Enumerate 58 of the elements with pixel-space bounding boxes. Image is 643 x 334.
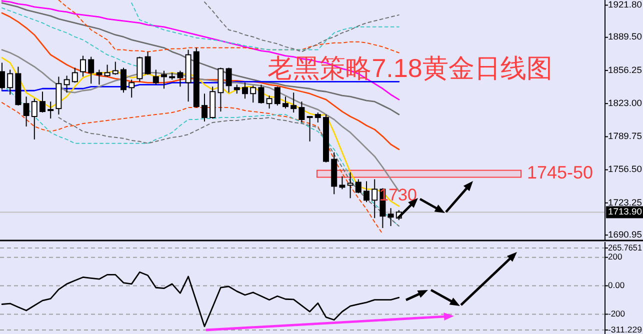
candlestick: [339, 176, 346, 190]
candlestick: [355, 178, 362, 194]
y-tick-label: 1789.75: [608, 131, 642, 142]
candlestick: [202, 93, 208, 122]
candlestick: [40, 91, 46, 114]
y-tick-label: 1756.50: [608, 164, 642, 174]
line-series: [131, 2, 400, 50]
candlestick: [128, 79, 135, 98]
candlestick: [347, 172, 354, 199]
candlestick: [364, 180, 370, 203]
candlestick: [388, 208, 394, 227]
candlestick: [80, 55, 86, 78]
y-tick-label: 1690.95: [608, 229, 642, 240]
candlestick: [306, 116, 313, 142]
y-tick-label: 200: [608, 252, 622, 262]
candlestick: [64, 75, 70, 94]
candlestick: [48, 101, 54, 120]
candlestick: [0, 62, 5, 90]
candlestick: [72, 67, 78, 84]
band-label: 1745-50: [527, 162, 594, 183]
candlestick: [226, 67, 232, 94]
y-tick-label: 0.00: [608, 280, 625, 290]
candlestick: [96, 69, 102, 86]
line-series: [58, 0, 400, 54]
y-tick-label: 265.7651: [608, 242, 643, 252]
candlestick: [218, 67, 224, 112]
candlestick: [372, 178, 378, 219]
candlestick: [136, 56, 143, 82]
candlestick: [298, 101, 305, 123]
y-tick-label: 1889.50: [608, 32, 642, 42]
line-series: [1, 271, 400, 328]
candlestick: [23, 96, 30, 127]
candlestick: [88, 56, 94, 84]
y-tick-label: 1921.80: [608, 0, 642, 10]
candlestick: [7, 69, 14, 96]
candlestick: [282, 96, 288, 110]
candlestick: [120, 67, 126, 94]
y-tick-label: 1723.25: [608, 197, 642, 208]
y-tick-label: -311.229: [608, 324, 642, 334]
y-tick-label: -200: [608, 308, 626, 318]
candlestick: [177, 70, 184, 88]
candlestick: [290, 92, 297, 114]
candlestick: [144, 51, 151, 76]
ref-line-label: 1713.90: [608, 206, 642, 217]
candlestick: [314, 112, 321, 123]
y-tick-label: 1823.00: [608, 98, 642, 108]
candlestick: [152, 69, 159, 86]
candlestick: [242, 82, 248, 100]
candlestick: [112, 61, 118, 76]
candlestick: [258, 84, 264, 104]
candlestick: [161, 70, 167, 90]
candlestick: [104, 64, 110, 78]
y-tick-label: 1856.25: [608, 64, 642, 75]
candlestick: [266, 95, 272, 110]
candlestick: [250, 85, 256, 104]
line-series: [204, 1, 400, 52]
candlestick: [31, 98, 38, 140]
candlestick: [274, 86, 280, 106]
